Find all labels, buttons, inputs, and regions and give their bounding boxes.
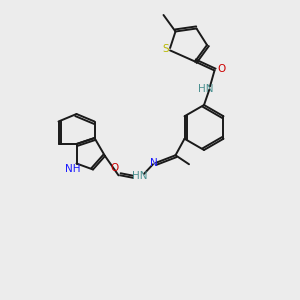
Text: O: O [217,64,225,74]
Text: HN: HN [198,83,213,94]
Text: NH: NH [65,164,81,174]
Text: N: N [150,158,158,168]
Text: O: O [110,163,118,173]
Text: S: S [163,44,169,55]
Text: HN: HN [132,171,147,181]
